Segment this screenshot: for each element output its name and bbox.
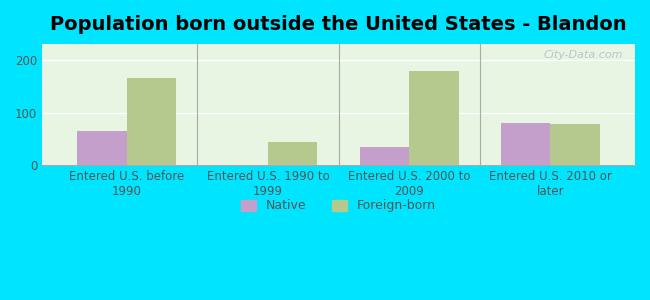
Text: City-Data.com: City-Data.com [543,50,623,60]
Bar [501,123,551,165]
Bar [77,131,127,165]
Bar [409,71,458,165]
Title: Population born outside the United States - Blandon: Population born outside the United State… [50,15,627,34]
Legend: Native, Foreign-born: Native, Foreign-born [236,194,441,218]
Bar [551,124,600,165]
Bar [268,142,317,165]
Bar [127,78,176,165]
Bar [359,147,409,165]
